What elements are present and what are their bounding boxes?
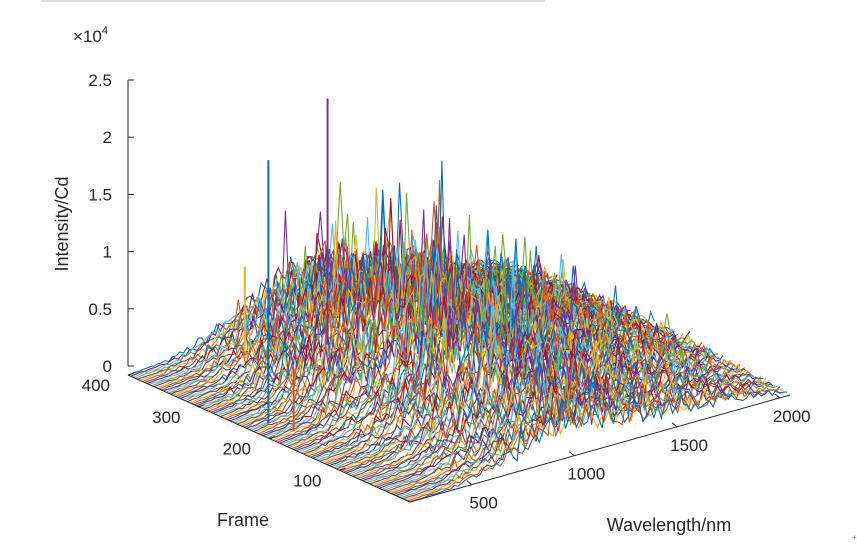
z-tick-label: 1	[103, 243, 112, 262]
wavelength-tick-label: 500	[469, 494, 497, 513]
wavelength-axis-label: Wavelength/nm	[607, 515, 731, 535]
wavelength-tick-label: 1500	[670, 436, 708, 455]
spectrum-line	[296, 287, 674, 452]
z-exponent-base: ×10	[73, 27, 102, 46]
spectrum-line	[362, 338, 741, 482]
z-exponent-power: 4	[102, 25, 108, 37]
frame-tick-label: 300	[152, 408, 180, 427]
z-axis-label: Intensity/Cd	[52, 176, 72, 271]
z-tick-label: 0	[103, 357, 112, 376]
wavelength-tick-label: 2000	[773, 407, 811, 426]
spectrum-line	[407, 382, 785, 502]
spectrum-line	[395, 370, 774, 497]
spectrum-line	[371, 355, 750, 486]
spectrum-line	[144, 256, 523, 384]
spectrum-line	[241, 201, 619, 427]
tick-mark	[127, 372, 135, 376]
wavelength-tick-label: 1000	[567, 465, 605, 484]
z-tick-label: 2	[103, 128, 112, 147]
tick-mark	[198, 404, 205, 408]
plot-area	[127, 98, 788, 503]
frame-tick-label: 100	[293, 471, 321, 490]
z-exponent-label: ×104	[73, 25, 108, 46]
tick-mark	[339, 467, 346, 471]
tick-mark	[774, 393, 781, 399]
tick-mark	[466, 480, 472, 486]
z-tick-label: 0.5	[88, 300, 112, 319]
tick-mark	[268, 436, 276, 439]
frame-tick-label: 200	[223, 440, 251, 459]
frame-axis-label: Frame	[217, 510, 269, 530]
spectrum-line	[267, 240, 646, 439]
ticks: 0 0.5 1 1.5 2 2.5 100 200 300 400 500 1000 1500 2000	[82, 71, 811, 513]
spectrum-line	[367, 344, 745, 484]
z-tick-label: 2.5	[88, 71, 112, 90]
tick-mark	[671, 422, 678, 428]
spectrum-line	[369, 350, 748, 485]
spectrum-line	[409, 378, 788, 503]
frame-tick-label: 400	[82, 376, 110, 395]
tick-mark	[569, 451, 575, 457]
corner-mark: +	[852, 533, 857, 542]
wavelength-axis-line	[409, 394, 791, 503]
spectrum-line	[250, 192, 629, 431]
z-tick-label: 1.5	[88, 185, 112, 204]
